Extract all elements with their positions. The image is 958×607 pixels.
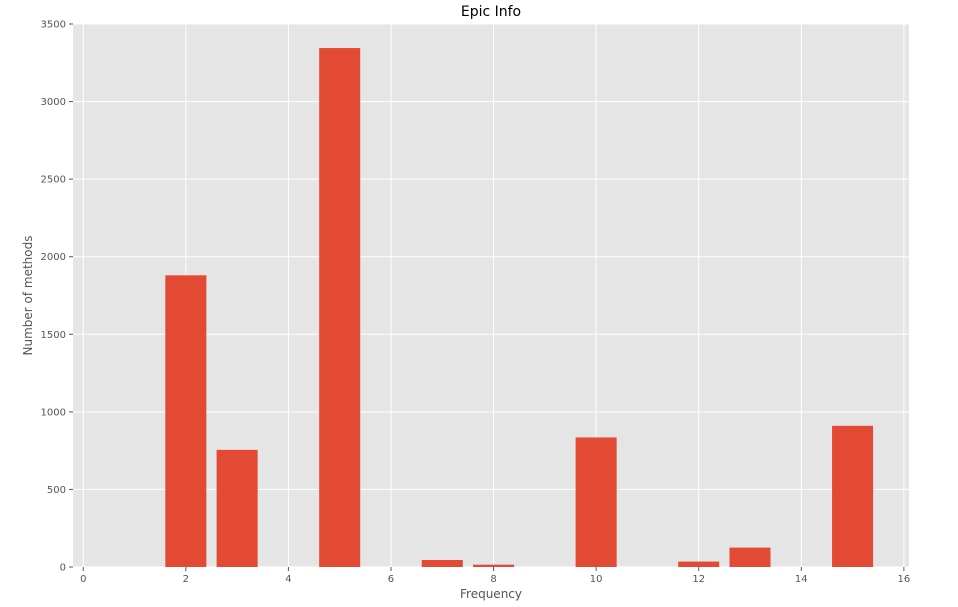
bar bbox=[216, 449, 258, 567]
x-tick-label: 8 bbox=[490, 574, 496, 585]
y-tick-label: 1500 bbox=[41, 330, 66, 341]
bar bbox=[729, 547, 771, 567]
x-tick-label: 4 bbox=[285, 574, 291, 585]
y-tick-label: 0 bbox=[60, 563, 66, 574]
chart-title: Epic Info bbox=[461, 4, 521, 20]
x-axis-ticks: 0 2 4 6 8 10 12 14 16 bbox=[80, 567, 910, 585]
y-tick-label: 2500 bbox=[41, 175, 66, 186]
x-tick-label: 6 bbox=[388, 574, 394, 585]
y-tick-label: 1000 bbox=[41, 407, 66, 418]
bar bbox=[473, 564, 515, 567]
bar bbox=[319, 48, 361, 568]
x-tick-label: 2 bbox=[183, 574, 189, 585]
y-tick-label: 3000 bbox=[41, 97, 66, 108]
y-axis-label: Number of methods bbox=[21, 236, 35, 356]
plot-background bbox=[73, 24, 909, 567]
x-tick-label: 16 bbox=[898, 574, 911, 585]
x-tick-label: 14 bbox=[795, 574, 808, 585]
x-tick-label: 10 bbox=[590, 574, 603, 585]
y-tick-label: 500 bbox=[47, 485, 66, 496]
bar bbox=[421, 560, 463, 567]
bar bbox=[575, 437, 617, 567]
x-tick-label: 0 bbox=[80, 574, 86, 585]
y-axis-ticks: 0 500 1000 1500 2000 2500 3000 3500 bbox=[41, 20, 73, 574]
bars bbox=[165, 48, 874, 568]
bar bbox=[832, 425, 874, 567]
bar bbox=[165, 275, 207, 567]
y-tick-label: 2000 bbox=[41, 252, 66, 263]
x-tick-label: 12 bbox=[692, 574, 705, 585]
y-tick-label: 3500 bbox=[41, 20, 66, 31]
bar bbox=[678, 561, 720, 567]
x-axis-label: Frequency bbox=[460, 587, 522, 601]
